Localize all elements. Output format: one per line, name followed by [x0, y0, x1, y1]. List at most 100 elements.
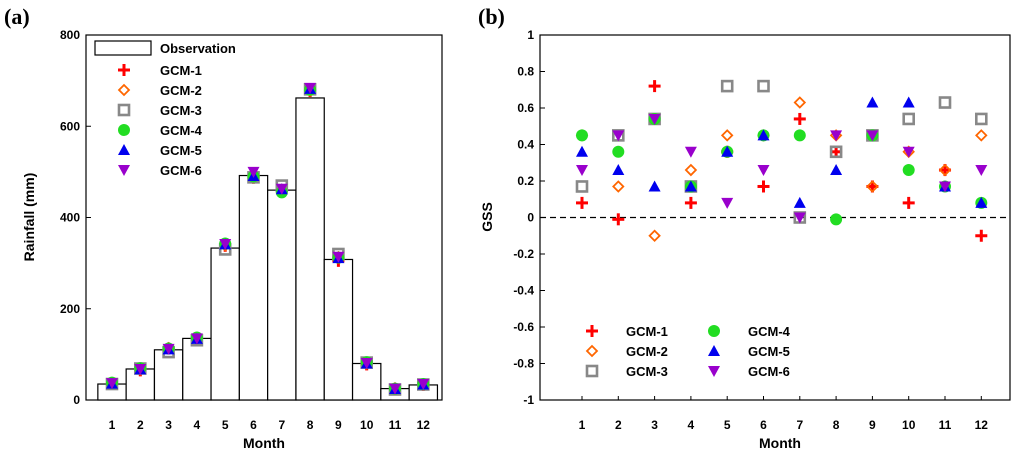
panel-b-y-ticks: -1 -0.8 -0.6 -0.4 -0.2 0 0.2 0.4 0.6 0.8 1: [513, 28, 545, 407]
legend-b-gcm-3-label: GCM-3: [626, 364, 668, 379]
panel-b-gcm-2-point: [975, 129, 988, 142]
panel-b-x-tick-label: 10: [902, 418, 916, 432]
panel-b-x-tick-label: 11: [939, 418, 952, 432]
panel-a-y-axis-label: Rainfall (mm): [21, 173, 37, 262]
panel-b-gcm-3-point: [575, 180, 589, 193]
panel-b-gcm-2-point: [793, 96, 807, 109]
panel-b-y-tick-label: -0.6: [513, 320, 534, 334]
legend-gcm-3-label: GCM-3: [160, 103, 202, 118]
panel-b-gcm-2-point: [612, 180, 625, 193]
panel-a-legend: Observation GCM-1 GCM-2 GCM-3 GCM-4 GCM-5 GCM-…: [94, 40, 236, 178]
panel-b-x-tick-label: 2: [615, 418, 622, 432]
panel-b-gcm-6-point: [793, 212, 806, 224]
panel-b-gcm-6-point: [939, 181, 951, 193]
panel-b-gcm-4-point: [793, 129, 806, 142]
legend-gcm-6-marker: [118, 165, 130, 176]
panel-b-gcm-5-point: [975, 196, 988, 208]
panel-b-gcm-4-point: [830, 213, 843, 226]
panel-b-gcm-6-point: [612, 130, 625, 142]
legend-gcm-2-label: GCM-2: [160, 83, 202, 98]
panel-a-y-tick-label: 0: [73, 393, 80, 407]
panel-b-gcm-1-point: [975, 229, 988, 242]
panel-a-gcm-6-point: [106, 378, 118, 390]
legend-b-gcm-3-marker: [585, 364, 599, 378]
panel-b-gcm-5-point: [793, 196, 806, 208]
legend-b-gcm-1-label: GCM-1: [626, 324, 668, 339]
panel-b-x-axis-label: Month: [759, 435, 801, 451]
panel-b-gcm-6-point: [576, 165, 588, 177]
panel-b-gcm-4-point: [902, 164, 915, 177]
panel-b-gcm-6-point: [902, 146, 915, 158]
panel-b-gcm-3-point: [829, 145, 843, 159]
panel-a-gcm-6-point: [360, 358, 373, 370]
panel-b-gcm-3-point: [974, 112, 988, 126]
legend-gcm-5-label: GCM-5: [160, 143, 202, 158]
panel-b-y-tick-label: -0.4: [513, 284, 534, 298]
panel-a-gcm-6-point: [134, 363, 147, 375]
observation-bar: [182, 337, 212, 401]
panel-b-gcm-1-point: [902, 196, 915, 209]
panel-b-gcm-5-point: [648, 180, 661, 192]
panel-b-gcm-5-point: [612, 164, 625, 176]
panel-b-y-tick-label: -1: [523, 393, 534, 407]
legend-gcm-1-label: GCM-1: [160, 63, 202, 78]
panel-a-y-tick-label: 600: [60, 119, 80, 133]
legend-gcm-2-marker: [117, 83, 131, 97]
panel-b-gcm-1-point: [757, 180, 770, 193]
legend-gcm-3-marker: [117, 103, 131, 117]
panel-a-gcm-markers: [105, 82, 430, 396]
panel-a-gcm-6-point: [247, 166, 260, 178]
panel-a-x-tick-label: 6: [250, 418, 257, 432]
legend-observation-swatch: [94, 40, 152, 56]
panel-b-gcm-5-point: [684, 180, 697, 192]
panel-b-gcm-1-point: [793, 112, 806, 125]
panel-a-gcm-6-point: [389, 383, 401, 395]
panel-b-gcm-2-point: [720, 129, 734, 142]
legend-b-gcm-2-marker: [585, 344, 599, 358]
panel-b-x-ticks: 1 2 3 4 5 6 7 8 9 10 11 12: [579, 396, 988, 432]
panel-a-x-tick-label: 3: [165, 418, 172, 432]
observation-bar: [238, 174, 269, 401]
panel-b-gcm-5-point: [902, 96, 915, 108]
panel-a-x-tick-label: 8: [307, 418, 314, 432]
panel-b-gcm-2-point: [866, 180, 879, 193]
panel-a-x-tick-label: 1: [109, 418, 116, 432]
panel-b-gcm-5-point: [576, 145, 588, 157]
panel-b-gcm-6-point: [648, 113, 661, 125]
panel-b-y-tick-label: 0.4: [517, 138, 534, 152]
panel-b-x-tick-label: 6: [760, 418, 767, 432]
panel-b-gcm-6-point: [866, 130, 879, 142]
legend-b-gcm-6-label: GCM-6: [748, 364, 790, 379]
panel-a-y-tick-label: 800: [60, 28, 80, 42]
panel-a-gcm-6-point: [219, 238, 232, 250]
panel-b-gcm-2-point: [648, 229, 661, 243]
panel-a-gcm-6-point: [162, 343, 175, 355]
panel-b-x-tick-label: 4: [688, 418, 695, 432]
panel-b-x-tick-label: 7: [796, 418, 803, 432]
panel-b-y-tick-label: 0: [527, 211, 534, 225]
panel-a-x-tick-label: 4: [194, 418, 201, 432]
panel-b-gcm-3-point: [720, 79, 734, 93]
legend-b-gcm-1-marker: [586, 325, 598, 337]
panel-b-gcm-2-point: [684, 163, 698, 177]
legend-gcm-5-marker: [118, 144, 130, 155]
panel-b-gcm-5-point: [721, 145, 734, 157]
panel-b-gcm-6-point: [684, 146, 697, 158]
panel-b-gcm-6-point: [830, 130, 843, 142]
panel-b-gcm-6-point: [721, 197, 734, 209]
panel-b-gcm-5-point: [757, 129, 770, 141]
panel-b-label: (b): [478, 4, 505, 29]
panel-b-y-tick-label: 1: [527, 28, 534, 42]
legend-gcm-4-marker: [118, 124, 130, 136]
panel-b-gcm-1-point: [576, 196, 588, 209]
panel-b-gcm-2-point: [938, 163, 952, 177]
observation-bar: [295, 97, 325, 401]
panel-a-x-ticks: 1 2 3 4 5 6 7 8 9 10 11 12: [109, 396, 430, 432]
panel-b-gcm-3-point: [757, 79, 770, 93]
panel-b-gcm-5-point: [830, 164, 843, 176]
panel-b-x-tick-label: 5: [724, 418, 731, 432]
observation-bar: [323, 258, 354, 401]
panel-a-observation-bars: [97, 97, 439, 401]
